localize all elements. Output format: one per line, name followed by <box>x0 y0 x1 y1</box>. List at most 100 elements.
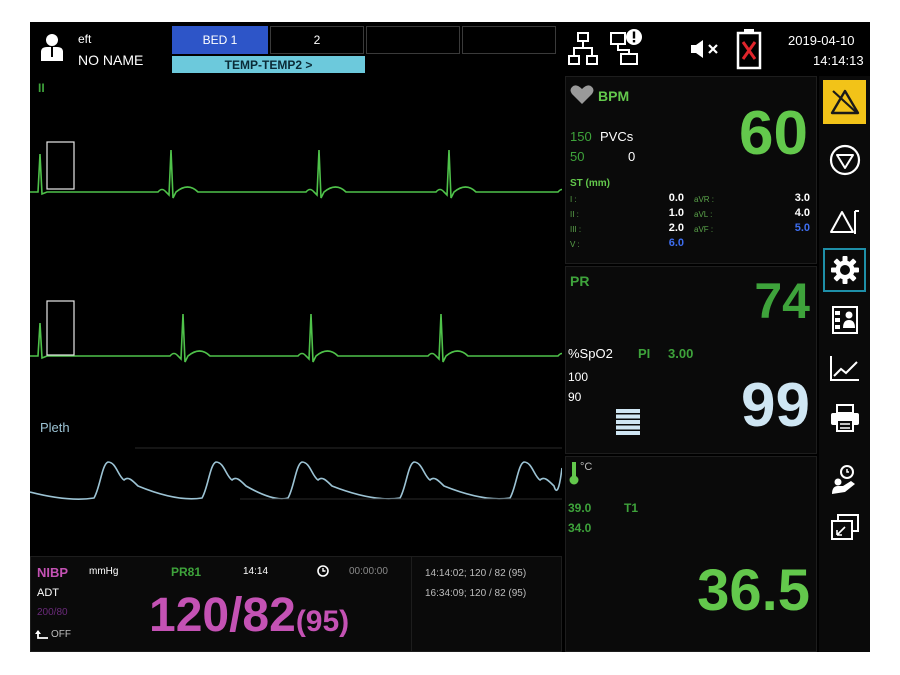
st-lead-value: 6.0 <box>668 237 684 249</box>
nibp-history-item[interactable]: 16:34:09; 120 / 82 (95) <box>425 588 527 599</box>
alarm-stop-icon <box>829 144 860 176</box>
st-lead-label: III : <box>570 225 582 234</box>
nibp-limits: 200/80 <box>37 607 68 618</box>
nibp-mode: ADT <box>37 587 59 599</box>
hr-lower-limit: 50 <box>570 149 585 164</box>
patient-name-line1[interactable]: eft <box>78 32 92 46</box>
settings-button[interactable] <box>823 248 866 292</box>
temp-upper-limit: 39.0 <box>568 501 592 515</box>
patient-icon[interactable] <box>40 33 64 61</box>
date-label: 2019-04-10 <box>788 33 855 48</box>
heart-icon <box>570 85 594 104</box>
settings-gear-icon <box>830 256 859 284</box>
pr-label: PR <box>570 273 590 289</box>
alarm-stop-button[interactable] <box>823 138 866 182</box>
ecg-calibration-pulse-1 <box>46 141 75 190</box>
nibp-label: NIBP <box>37 565 69 580</box>
hr-value: 60 <box>739 99 808 168</box>
st-lead-value: 4.0 <box>794 207 810 219</box>
st-lead-label: V : <box>570 240 580 249</box>
ecg-calibration-pulse-2 <box>46 300 75 356</box>
alarm-setup-button[interactable] <box>823 200 866 244</box>
patient-name-line2[interactable]: NO NAME <box>78 52 144 68</box>
waveform-area: II Pleth <box>30 76 562 556</box>
timer-icon <box>317 565 329 577</box>
network-alert-icon <box>610 29 642 65</box>
pi-label: PI <box>638 346 651 361</box>
bed-tab-3[interactable] <box>366 26 460 54</box>
temp-unit: °C <box>580 461 593 473</box>
top-status-bar: eft NO NAME BED 1 2 TEMP-TEMP2 > <box>30 22 870 76</box>
st-table: I : 0.0 aVR : 3.0 II : 1.0 aVL : 4.0 III… <box>570 192 812 252</box>
print-button[interactable] <box>823 396 866 440</box>
pvc-value: 0 <box>628 149 636 164</box>
trend-chart-icon <box>829 356 859 381</box>
st-lead-value: 0.0 <box>668 192 684 204</box>
spo2-upper-limit: 100 <box>568 370 589 384</box>
spo2-value: 99 <box>741 371 810 440</box>
patient-record-icon <box>831 306 858 334</box>
print-icon <box>830 404 859 432</box>
st-lead-label: aVR : <box>694 195 715 204</box>
temp-channel: T1 <box>624 501 639 515</box>
cycle-icon <box>35 630 48 639</box>
bed-tab-4[interactable] <box>462 26 556 54</box>
nibp-panel[interactable]: NIBP mmHg PR81 14:14 00:00:00 ADT 200/80… <box>30 556 562 652</box>
battery-empty-icon <box>736 29 762 70</box>
spo2-lower-limit: 90 <box>568 390 582 404</box>
network-icon <box>568 32 598 65</box>
nibp-history-item[interactable]: 14:14:02; 120 / 82 (95) <box>425 568 527 579</box>
hr-upper-limit: 150 <box>570 129 592 144</box>
spo2-label: %SpO2 <box>568 346 613 361</box>
hr-panel[interactable]: BPM 150 PVCs 50 0 60 ST (mm) I : 0.0 aVR… <box>565 76 817 264</box>
nibp-timer: 00:00:00 <box>349 566 388 577</box>
patient-monitor-screen: eft NO NAME BED 1 2 TEMP-TEMP2 > <box>30 22 870 652</box>
temp-value: 36.5 <box>697 558 810 623</box>
pleth-label[interactable]: Pleth <box>40 420 70 435</box>
st-lead-label: I : <box>570 195 577 204</box>
thermometer-icon <box>569 462 579 485</box>
patient-admit-icon <box>831 465 855 494</box>
pvc-label: PVCs <box>600 129 634 144</box>
nibp-time: 14:14 <box>243 566 269 577</box>
spo2-panel[interactable]: PR 74 %SpO2 PI 3.00 100 90 99 <box>565 266 817 454</box>
st-lead-label: II : <box>570 210 579 219</box>
nibp-value: 120/82(95) <box>149 589 349 649</box>
time-label: 14:14:13 <box>813 53 864 68</box>
temp-panel[interactable]: °C 39.0 T1 34.0 36.5 <box>565 456 817 652</box>
pleth-wave <box>30 461 562 500</box>
st-row: I : 0.0 aVR : 3.0 <box>570 192 812 207</box>
perfusion-bar-icon <box>616 409 640 435</box>
screen-switch-button[interactable] <box>823 506 866 550</box>
waveform-canvas <box>30 141 562 500</box>
st-lead-value: 2.0 <box>668 222 684 234</box>
nibp-cycle: OFF <box>51 629 71 640</box>
st-title: ST (mm) <box>570 178 610 189</box>
pi-value: 3.00 <box>668 346 694 361</box>
hr-label: BPM <box>598 88 630 104</box>
patient-admit-button[interactable] <box>823 458 866 502</box>
bed-tab-1[interactable]: BED 1 <box>172 26 268 54</box>
wave-ecg2-trace <box>30 313 562 363</box>
pr-value: 74 <box>754 273 810 329</box>
st-lead-value: 3.0 <box>794 192 810 204</box>
screen-switch-icon <box>830 514 859 540</box>
bed-tab-2[interactable]: 2 <box>270 26 364 54</box>
trend-button[interactable] <box>823 346 866 390</box>
st-lead-value: 5.0 <box>794 222 810 234</box>
ecg-lead-label[interactable]: II <box>38 81 45 95</box>
wave-ecg1-trace <box>30 149 562 199</box>
nibp-divider <box>411 557 412 652</box>
ecg-wave-lead-ii <box>30 149 562 199</box>
patient-record-button[interactable] <box>823 298 866 342</box>
temp-subtab[interactable]: TEMP-TEMP2 > <box>172 56 365 73</box>
alarm-triangle-button[interactable] <box>823 80 866 124</box>
alarm-setup-icon <box>829 210 859 234</box>
st-row: II : 1.0 aVL : 4.0 <box>570 207 812 222</box>
right-toolbar <box>819 76 870 652</box>
nibp-mean: (95) <box>295 605 350 638</box>
nibp-unit: mmHg <box>89 566 119 577</box>
temp-lower-limit: 34.0 <box>568 521 592 535</box>
mute-icon[interactable] <box>690 39 722 59</box>
ecg-wave-second <box>30 313 562 363</box>
